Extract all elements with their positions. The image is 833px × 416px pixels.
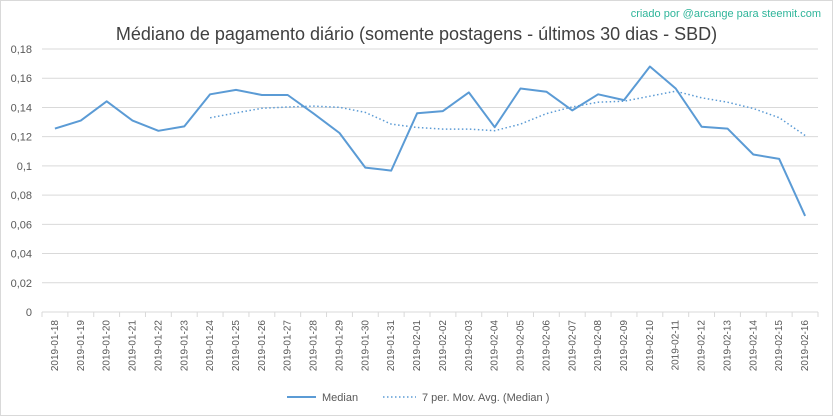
moving-average-line	[209, 90, 806, 137]
x-tick-label: 2019-01-30	[360, 320, 371, 372]
legend-label: Median	[322, 392, 358, 404]
x-axis-tick-labels: 2019-01-18 2019-01-19 2019-01-20 2019-01-21…	[50, 320, 811, 372]
y-tick-label: 0,12	[11, 132, 32, 144]
x-tick-label: 2019-02-13	[722, 320, 733, 372]
y-tick-label: 0,16	[11, 73, 32, 85]
median-line	[54, 65, 807, 217]
x-tick-label: 2019-01-24	[205, 320, 216, 372]
y-tick-label: 0,06	[11, 219, 32, 231]
x-tick-label: 2019-02-14	[748, 320, 759, 372]
x-tick-label: 2019-02-01	[412, 320, 423, 372]
y-tick-label: 0,18	[11, 44, 32, 56]
gridlines	[41, 48, 819, 317]
x-tick-label: 2019-02-05	[516, 320, 527, 372]
x-tick-label: 2019-02-09	[619, 320, 630, 372]
x-tick-label: 2019-01-25	[231, 320, 242, 372]
x-tick-label: 2019-02-04	[490, 320, 501, 372]
x-tick-label: 2019-01-22	[153, 320, 164, 372]
x-tick-label: 2019-02-08	[593, 320, 604, 372]
y-tick-label: 0	[26, 307, 32, 319]
x-tick-label: 2019-01-20	[102, 320, 113, 372]
x-tick-label: 2019-01-31	[386, 320, 397, 372]
x-tick-label: 2019-02-15	[774, 320, 785, 372]
legend: Median 7 per. Mov. Avg. (Median )	[287, 392, 549, 404]
y-tick-label: 0,04	[11, 249, 32, 261]
y-tick-label: 0,1	[17, 161, 32, 173]
x-tick-label: 2019-01-23	[179, 320, 190, 372]
x-tick-label: 2019-02-10	[645, 320, 656, 372]
x-tick-label: 2019-02-02	[438, 320, 449, 372]
x-tick-label: 2019-02-06	[541, 320, 552, 372]
y-tick-label: 0,14	[11, 102, 32, 114]
x-tick-label: 2019-01-28	[309, 320, 320, 372]
x-tick-label: 2019-01-21	[128, 320, 139, 372]
x-tick-label: 2019-01-19	[76, 320, 87, 372]
x-tick-label: 2019-02-12	[697, 320, 708, 372]
x-tick-label: 2019-01-29	[334, 320, 345, 372]
legend-label: 7 per. Mov. Avg. (Median )	[422, 392, 549, 404]
y-tick-label: 0,08	[11, 190, 32, 202]
x-tick-label: 2019-02-03	[464, 320, 475, 372]
series-lines	[54, 65, 807, 217]
x-tick-label: 2019-01-27	[283, 320, 294, 372]
x-tick-label: 2019-01-26	[257, 320, 268, 372]
x-tick-label: 2019-01-18	[50, 320, 61, 372]
y-tick-label: 0,02	[11, 278, 32, 290]
x-tick-label: 2019-02-16	[800, 320, 811, 372]
credit-text: criado por @arcange para steemit.com	[630, 8, 821, 20]
x-tick-label: 2019-02-11	[671, 320, 682, 371]
y-axis-tick-labels: 0 0,02 0,04 0,06 0,08 0,1 0,12 0,14 0,16 0,18	[11, 44, 32, 319]
x-tick-label: 2019-02-07	[567, 320, 578, 372]
chart-title: Médiano de pagamento diário (somente pos…	[115, 24, 718, 44]
